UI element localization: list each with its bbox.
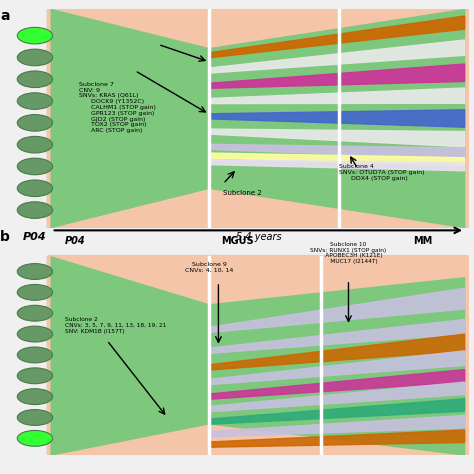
Text: 5.4 years: 5.4 years xyxy=(236,232,281,242)
Circle shape xyxy=(17,368,53,384)
Polygon shape xyxy=(209,153,465,165)
Text: b: b xyxy=(0,230,10,244)
Text: Subclone 7
CNV: 9
SNVs: KRAS (Q61L)
      DOCK9 (Y1352C)
      CALHM1 (STOP gain: Subclone 7 CNV: 9 SNVs: KRAS (Q61L) DOCK… xyxy=(79,82,156,133)
Polygon shape xyxy=(209,370,465,399)
Polygon shape xyxy=(209,399,465,424)
Text: a: a xyxy=(0,9,9,24)
Circle shape xyxy=(17,115,53,131)
Circle shape xyxy=(17,180,53,197)
Polygon shape xyxy=(209,415,465,437)
Polygon shape xyxy=(209,160,465,171)
Polygon shape xyxy=(51,9,209,228)
Circle shape xyxy=(17,284,53,301)
Circle shape xyxy=(17,49,53,66)
Text: P04: P04 xyxy=(65,237,86,246)
Polygon shape xyxy=(209,64,465,88)
Polygon shape xyxy=(209,430,465,447)
Circle shape xyxy=(17,93,53,109)
Text: Subclone 2
CNVs: 3, 5, 7, 9, 11, 13, 18, 19, 21
SNV: KDM1B (I157T): Subclone 2 CNVs: 3, 5, 7, 9, 11, 13, 18,… xyxy=(65,318,166,334)
Polygon shape xyxy=(209,334,465,370)
Polygon shape xyxy=(209,129,465,147)
Polygon shape xyxy=(209,319,465,354)
Text: MM: MM xyxy=(413,237,432,246)
Polygon shape xyxy=(209,40,465,73)
Circle shape xyxy=(17,202,53,219)
Circle shape xyxy=(17,389,53,405)
Circle shape xyxy=(17,137,53,153)
Polygon shape xyxy=(209,144,465,159)
Polygon shape xyxy=(51,257,209,455)
Polygon shape xyxy=(209,278,465,455)
Text: Subclone 9
CNVs: 4, 10, 14: Subclone 9 CNVs: 4, 10, 14 xyxy=(185,262,233,273)
Circle shape xyxy=(17,158,53,175)
Circle shape xyxy=(17,305,53,321)
Polygon shape xyxy=(209,88,465,104)
Polygon shape xyxy=(209,351,465,385)
FancyBboxPatch shape xyxy=(46,255,469,457)
Text: Subclone 2: Subclone 2 xyxy=(223,190,262,196)
Circle shape xyxy=(17,347,53,363)
Circle shape xyxy=(17,264,53,280)
Polygon shape xyxy=(209,288,465,333)
Polygon shape xyxy=(209,382,465,412)
Text: Subclone 10
SNVs: RUNX1 (STOP gain)
      APOBEC3H (K121E)
      MUC17 (I2144T): Subclone 10 SNVs: RUNX1 (STOP gain) APOB… xyxy=(310,242,387,264)
Polygon shape xyxy=(209,16,465,58)
Circle shape xyxy=(17,71,53,88)
Circle shape xyxy=(17,410,53,426)
FancyBboxPatch shape xyxy=(46,7,469,230)
Circle shape xyxy=(17,27,53,44)
Text: Subclone 4
SNVs: OTUD7A (STOP gain)
      DDX4 (STOP gain): Subclone 4 SNVs: OTUD7A (STOP gain) DDX4… xyxy=(339,164,425,181)
Polygon shape xyxy=(209,110,465,127)
Polygon shape xyxy=(209,9,465,228)
Text: MGUS: MGUS xyxy=(221,237,253,246)
Circle shape xyxy=(17,430,53,447)
Text: P04: P04 xyxy=(23,232,47,242)
Circle shape xyxy=(17,326,53,342)
